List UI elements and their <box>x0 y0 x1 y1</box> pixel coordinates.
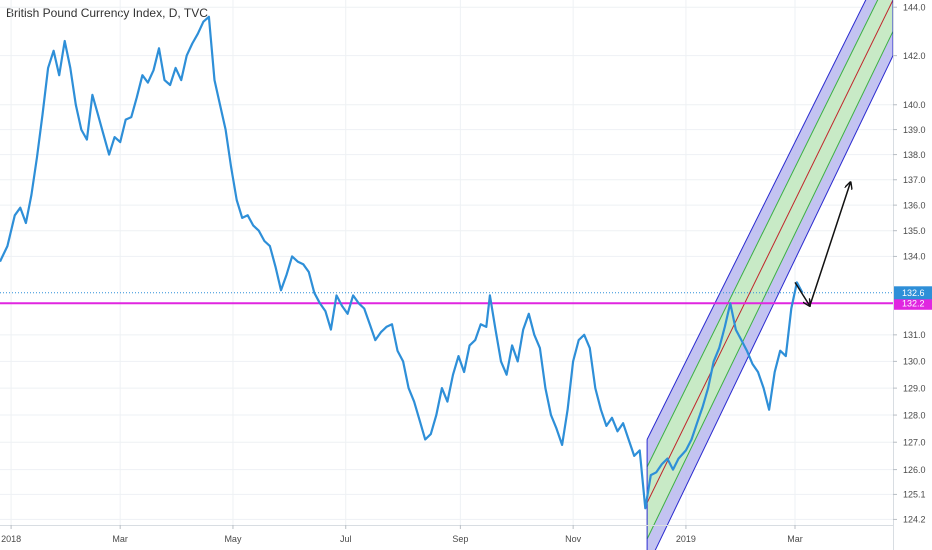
x-tick-label: Mar <box>112 534 128 544</box>
channel-inner-band <box>647 0 893 539</box>
y-tick-label: 136.0 <box>903 200 926 210</box>
x-tick-label: 2019 <box>676 534 696 544</box>
x-tick-label: Jul <box>340 534 352 544</box>
y-tick-label: 127.0 <box>903 437 926 447</box>
parallel-channel <box>646 0 894 550</box>
y-tick-label: 137.0 <box>903 175 926 185</box>
channel-outer-line <box>654 55 894 550</box>
y-tick-label: 130.0 <box>903 357 926 367</box>
y-tick-label: 142.0 <box>903 51 926 61</box>
price-badge-label: 132.2 <box>902 298 925 308</box>
y-tick-label: 140.0 <box>903 100 926 110</box>
x-tick-label: May <box>224 534 242 544</box>
y-tick-label: 135.0 <box>903 226 926 236</box>
channel-inner-line <box>646 31 894 540</box>
channel-median-line <box>646 0 894 503</box>
y-tick-label: 126.0 <box>903 465 926 475</box>
price-badge <box>894 286 932 300</box>
y-tick-label: 144.0 <box>903 2 926 12</box>
arrow <box>794 281 810 306</box>
price-badge <box>894 296 932 310</box>
horizontal-lines <box>0 292 893 305</box>
y-tick-label: 124.2 <box>903 515 926 525</box>
arrow <box>809 182 851 307</box>
channel-inner-line <box>646 0 879 468</box>
x-tick-label: Sep <box>452 534 468 544</box>
price-line <box>0 15 804 510</box>
price-series <box>0 15 804 510</box>
grid-layer <box>0 0 893 525</box>
y-tick-label: 134.0 <box>903 252 926 262</box>
x-tick-label: Mar <box>787 534 803 544</box>
x-tick-label: 2018 <box>1 534 21 544</box>
x-tick-label: Nov <box>565 534 582 544</box>
y-tick-label: 129.0 <box>903 383 926 393</box>
y-tick-label: 138.0 <box>903 150 926 160</box>
chart-title: British Pound Currency Index, D, TVC <box>6 6 208 20</box>
y-tick-label: 139.0 <box>903 125 926 135</box>
y-tick-label: 125.1 <box>903 490 926 500</box>
price-badge-label: 132.6 <box>902 288 925 298</box>
y-tick-label: 128.0 <box>903 410 926 420</box>
y-tick-label: 131.0 <box>903 330 926 340</box>
arrows <box>794 182 851 307</box>
channel-outer-line <box>646 0 867 440</box>
